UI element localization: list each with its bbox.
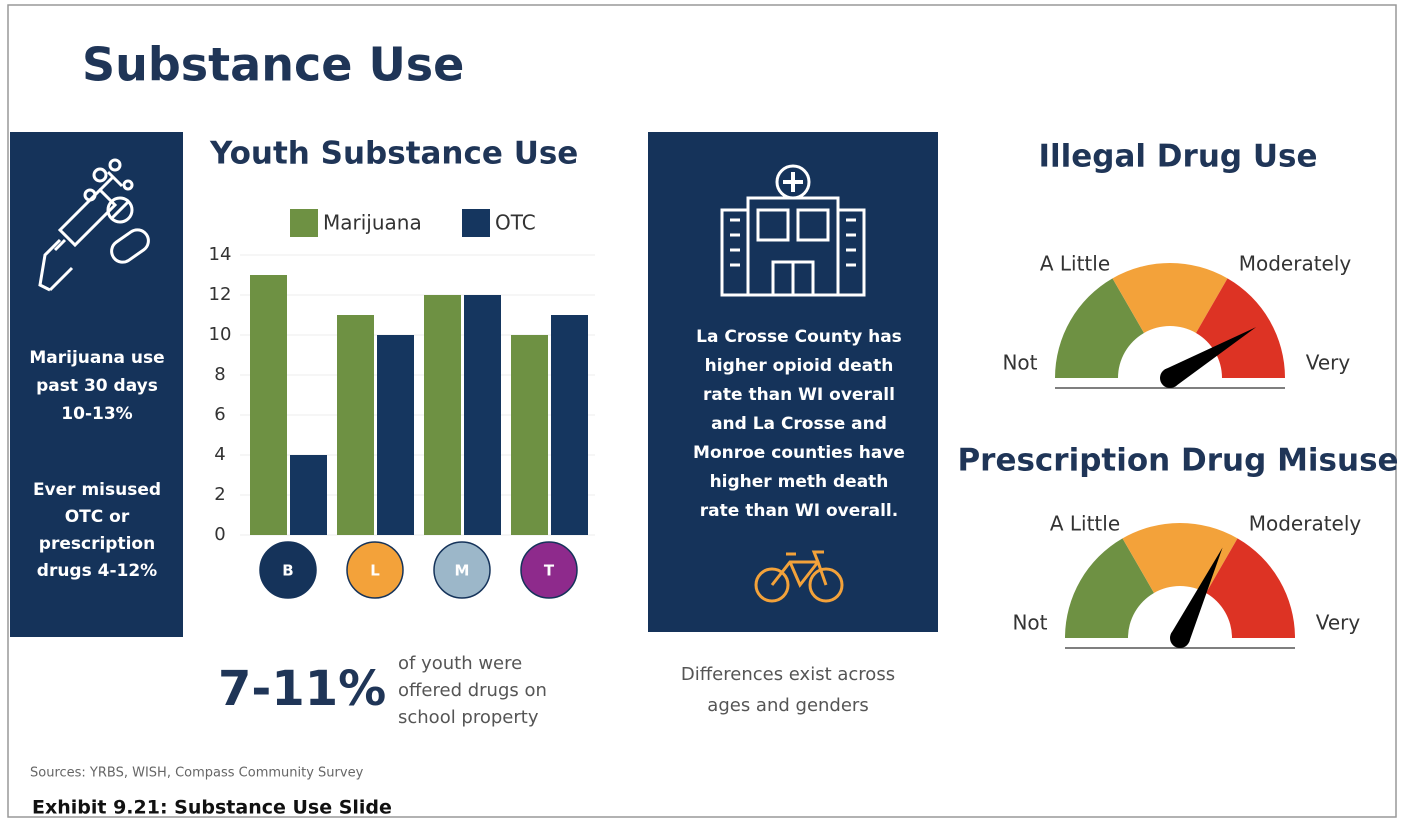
gauge-title: Prescription Drug Misuse: [957, 443, 1398, 479]
left-panel: [10, 132, 183, 637]
text-line: OTC or: [65, 507, 130, 527]
text-line: Marijuana use: [29, 348, 164, 368]
y-tick-label: 14: [209, 244, 232, 265]
text-line: offered drugs on: [398, 680, 547, 701]
category-badge: [433, 541, 491, 599]
gauge-label: Moderately: [1249, 512, 1362, 536]
bicycle-icon: [754, 550, 844, 603]
legend-swatch: [462, 209, 490, 237]
text-line: prescription: [39, 534, 155, 554]
y-tick-label: 6: [214, 404, 225, 425]
x-tick-label: B: [282, 562, 293, 580]
y-tick-label: 0: [214, 524, 225, 545]
chart-title: Youth Substance Use: [209, 136, 578, 172]
gauge-segment: [1065, 538, 1154, 638]
gauge-segment: [1112, 262, 1228, 333]
legend-swatch: [290, 209, 318, 237]
gauge-segment: [1206, 538, 1295, 638]
bar: [250, 275, 287, 535]
text-line: drugs 4-12%: [37, 561, 157, 581]
text-line: Monroe counties have: [693, 443, 905, 463]
y-tick-label: 2: [214, 484, 225, 505]
gauge-label: Not: [1002, 351, 1037, 375]
text-line: higher opioid death: [705, 356, 894, 376]
drugs-icon: [38, 158, 150, 292]
legend-label: Marijuana: [323, 211, 422, 235]
bar: [464, 295, 501, 535]
text-line: Ever misused: [33, 480, 161, 500]
gauge-label: Not: [1012, 611, 1047, 635]
center-panel: [648, 132, 938, 632]
y-tick-label: 12: [209, 284, 232, 305]
text-line: school property: [398, 707, 539, 728]
caption: Exhibit 9.21: Substance Use Slide: [32, 797, 392, 819]
slide-title: Substance Use: [82, 38, 464, 92]
x-tick-label: L: [370, 562, 380, 580]
text-line: rate than WI overall.: [700, 501, 898, 521]
needle-hub: [1170, 628, 1190, 648]
x-tick-label: T: [544, 562, 555, 580]
text-line: past 30 days: [36, 376, 158, 396]
sources: Sources: YRBS, WISH, Compass Community S…: [30, 766, 364, 781]
text-line: ages and genders: [707, 695, 868, 716]
text-line: of youth were: [398, 653, 522, 674]
gauge-label: A Little: [1050, 512, 1120, 536]
needle-hub: [1160, 368, 1180, 388]
text-line: higher meth death: [710, 472, 889, 492]
bar: [337, 315, 374, 535]
gauge-label: A Little: [1040, 252, 1110, 276]
bar: [290, 455, 327, 535]
y-tick-label: 4: [214, 444, 225, 465]
x-tick-label: M: [455, 562, 470, 580]
gauge-label: Very: [1316, 611, 1361, 635]
category-badge: [520, 541, 578, 599]
gauge-title: Illegal Drug Use: [1038, 139, 1317, 175]
hospital-icon: [720, 164, 866, 297]
legend-label: OTC: [495, 211, 536, 235]
y-tick-label: 8: [214, 364, 225, 385]
gauge-segment: [1055, 278, 1144, 378]
text-line: rate than WI overall: [703, 385, 895, 405]
text-line: La Crosse County has: [696, 327, 902, 347]
gauge-label: Moderately: [1239, 252, 1352, 276]
category-badge: [346, 541, 404, 599]
gauge-label: Very: [1306, 351, 1351, 375]
bar: [377, 335, 414, 535]
text-line: 10-13%: [61, 404, 132, 424]
text-line: and La Crosse and: [711, 414, 887, 434]
bar: [511, 335, 548, 535]
slide-border: [7, 4, 1397, 818]
stat-value: 7-11%: [218, 661, 386, 717]
gauge-needle: [1170, 547, 1223, 643]
bar: [551, 315, 588, 535]
gauge-needle: [1164, 327, 1257, 387]
y-tick-label: 10: [209, 324, 232, 345]
text-line: Differences exist across: [681, 664, 895, 685]
bar: [424, 295, 461, 535]
category-badge: [259, 541, 317, 599]
